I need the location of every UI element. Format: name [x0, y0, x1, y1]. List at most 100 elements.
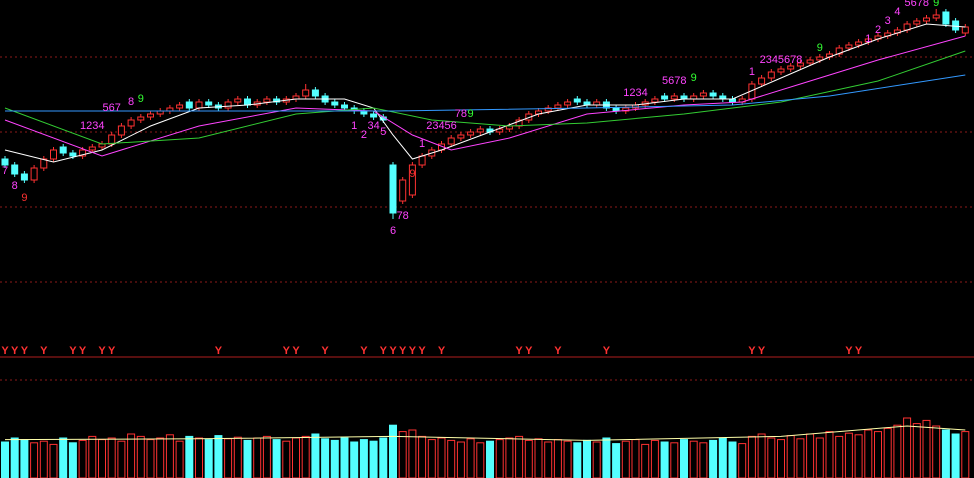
td-label: 9 [468, 108, 474, 120]
volume-bar [854, 434, 863, 478]
volume-bar [699, 442, 708, 478]
volume-bar [573, 442, 582, 478]
candle-body [457, 134, 465, 139]
volume-bar [553, 439, 562, 478]
candle-body [932, 14, 940, 19]
volume-bar [447, 439, 456, 478]
signal-label: Y [215, 345, 223, 357]
volume-bar [185, 435, 194, 478]
signal-label: Y [748, 345, 756, 357]
candle-body [496, 128, 504, 133]
volume-bar [524, 439, 533, 478]
volume-bar [592, 441, 601, 478]
volume-bar [757, 433, 766, 478]
volume-bar [709, 439, 718, 478]
volume-bar [98, 439, 106, 478]
signal-label: Y [292, 345, 300, 357]
signal-label: Y [515, 345, 523, 357]
signal-label: Y [554, 345, 562, 357]
volume-bar [718, 437, 727, 478]
candle-body [195, 101, 203, 109]
candle-body [50, 149, 57, 160]
volume-bar [796, 438, 805, 478]
td-label: 78 [455, 108, 467, 120]
volume-bar [602, 437, 611, 478]
volume-bar [359, 439, 368, 478]
volume-bar [301, 435, 310, 478]
candle-body [205, 101, 213, 106]
candle-body [69, 152, 77, 157]
volume-bar [427, 439, 436, 478]
volume-bar [786, 435, 795, 478]
candle-body [467, 131, 475, 136]
candle-body [408, 164, 416, 196]
ma-line [4, 35, 966, 157]
volume-bar [175, 440, 184, 478]
volume-bar [660, 441, 669, 478]
candle-body [758, 77, 766, 85]
candle-body [923, 17, 930, 22]
volume-bar [214, 435, 223, 478]
volume-bar [243, 439, 252, 478]
candle-body [273, 98, 281, 103]
candle-body [612, 107, 620, 112]
volume-bar [321, 438, 330, 478]
td-label: 9 [409, 168, 415, 180]
candle-body [816, 56, 824, 61]
td-label: 1234 [80, 120, 104, 132]
volume-bar [922, 419, 931, 478]
candle-body [835, 47, 843, 55]
candle-body [224, 101, 232, 109]
volume-bar [825, 431, 834, 478]
candle-body [88, 146, 96, 151]
td-label: 9 [817, 42, 823, 54]
td-label: 1 [749, 66, 755, 78]
volume-bar [330, 439, 339, 478]
volume-bar [747, 435, 756, 478]
volume-bar [505, 437, 514, 478]
volume-bar [486, 440, 494, 478]
volume-bar [418, 435, 427, 478]
volume-bar [127, 433, 136, 478]
volume-bar [844, 432, 853, 478]
candle-body [554, 104, 562, 109]
td-label: 78 [397, 210, 409, 222]
signal-label: Y [108, 345, 116, 357]
td-label: 23456 [426, 120, 457, 132]
candle-body [341, 104, 348, 109]
candle-body [1, 158, 9, 166]
signal-label: Y [21, 345, 29, 357]
volume-bar [311, 433, 320, 478]
volume-bar [30, 442, 39, 478]
volume-bar [583, 439, 591, 478]
candle-body [176, 104, 184, 109]
signal-label: Y [98, 345, 106, 357]
candle-body [913, 20, 921, 25]
signal-label: Y [603, 345, 611, 357]
td-label: 1 [419, 138, 425, 150]
signal-label: Y [855, 345, 863, 357]
candle-body [30, 167, 38, 181]
td-label: 567 [103, 102, 121, 114]
signal-label: Y [438, 345, 446, 357]
volume-bar [389, 424, 397, 478]
candle-body [40, 158, 48, 169]
volume-bar [893, 424, 902, 478]
volume-bar [68, 442, 77, 478]
candle-body [864, 38, 872, 43]
volume-bar [495, 439, 504, 478]
volume-bar [932, 425, 941, 478]
volume-bar [563, 440, 572, 478]
volume-bar [544, 441, 553, 478]
volume-bar [806, 433, 815, 478]
volume-bar [262, 435, 271, 478]
td-label: 2345678 [760, 54, 803, 66]
volume-bar [146, 439, 155, 478]
td-label: 6 [390, 225, 396, 237]
signal-label: Y [79, 345, 87, 357]
volume-bar [767, 437, 776, 478]
volume-bar [456, 441, 465, 478]
candle-body [147, 113, 154, 118]
